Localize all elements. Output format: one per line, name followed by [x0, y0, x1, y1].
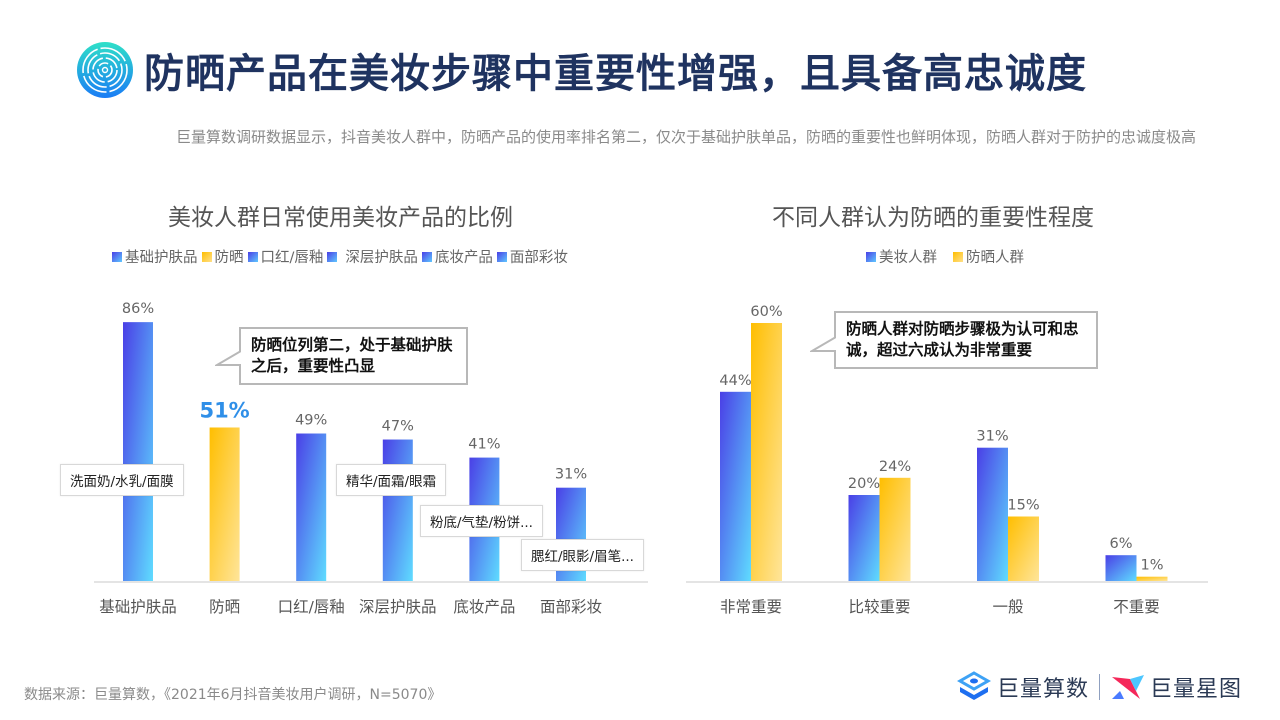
brand-divider	[1098, 674, 1100, 700]
legend-swatch-blue	[247, 251, 258, 262]
value-label: 20%	[848, 476, 880, 492]
legend-label: 深层护肤品	[345, 250, 418, 266]
left-bar-chart: 86% 基础护肤品 51% 防晒 49% 口红/唇釉 47% 深层护肤品 41% 底妆产品 31% 面…	[94, 301, 648, 616]
annotation-tag: 腮红/眼影/眉笔...	[521, 539, 644, 571]
x-tick-label: 面部彩妆	[540, 598, 602, 616]
legend-swatch-blue	[866, 251, 876, 262]
annotation-tag: 粉底/气垫/粉饼...	[420, 505, 543, 537]
legend-item: 防晒	[201, 246, 244, 267]
bar-防晒人群-比较重要	[879, 477, 911, 581]
value-label: 41%	[468, 437, 500, 453]
bar-防晒人群-不重要	[1136, 576, 1168, 581]
value-label: 47%	[382, 419, 414, 435]
x-tick-label: 基础护肤品	[99, 598, 177, 616]
bar-美妆人群-不重要	[1105, 555, 1137, 581]
legend-label: 基础护肤品	[125, 250, 198, 266]
left-callout-text: 防晒位列第二，处于基础护肤之后，重要性凸显	[251, 336, 453, 375]
legend-item: 口红/唇釉	[247, 246, 324, 267]
legend-label: 底妆产品	[434, 250, 493, 266]
right-bar-chart: 44% 60% 非常重要 20%24% 比较重要 31% 15% 一般 6% 1% 不重要	[686, 304, 1208, 616]
legend-item: 防晒人群	[953, 246, 1024, 267]
right-callout: 防晒人群对防晒步骤极为认可和忠诚，超过六成认为非常重要	[810, 311, 1098, 369]
legend-swatch-yellow	[201, 251, 212, 262]
value-label: 49%	[295, 413, 327, 429]
bar-美妆人群-比较重要	[848, 495, 880, 581]
right-callout-text: 防晒人群对防晒步骤极为认可和忠诚，超过六成认为非常重要	[846, 320, 1079, 359]
bar-基础护肤品	[123, 322, 153, 581]
value-label: 51%	[199, 398, 249, 422]
legend-item: 面部彩妆	[496, 246, 568, 267]
bar-防晒	[209, 427, 240, 581]
value-label: 6%	[1109, 536, 1132, 552]
page-title: 防晒产品在美妆步骤中重要性增强，且具备高忠诚度	[144, 51, 1087, 97]
x-tick-label: 底妆产品	[453, 598, 515, 616]
value-label: 31%	[976, 429, 1008, 445]
legend-item: 美妆人群	[866, 246, 937, 267]
legend-label: 防晒	[214, 250, 244, 266]
annotation-tag: 洗面奶/水乳/面膜	[60, 464, 184, 496]
legend-swatch-yellow	[953, 251, 963, 262]
title-row: 防晒产品在美妆步骤中重要性增强，且具备高忠诚度	[76, 40, 1087, 100]
bar-防晒人群-一般	[1008, 516, 1039, 581]
left-chart-legend: 基础护肤品 防晒 口红/唇釉 深层护肤品 底妆产品 面部彩妆	[112, 246, 572, 267]
x-tick-label: 不重要	[1113, 598, 1160, 616]
left-callout: 防晒位列第二，处于基础护肤之后，重要性凸显	[215, 327, 468, 385]
legend-swatch-blue	[421, 251, 432, 262]
value-label: 1%	[1140, 558, 1163, 574]
bar-口红/唇釉	[296, 433, 327, 581]
data-source: 数据来源：巨量算数，《2021年6月抖音美妆用户调研，N=5070》	[24, 687, 442, 703]
legend-item: 基础护肤品	[112, 246, 198, 267]
value-label: 60%	[750, 304, 782, 320]
legend-label: 美妆人群	[879, 250, 937, 266]
legend-swatch-blue	[327, 251, 338, 262]
legend-label: 面部彩妆	[509, 250, 568, 266]
bar-美妆人群-非常重要	[720, 391, 751, 581]
value-label: 86%	[122, 301, 154, 317]
suanshu-logo-icon	[956, 671, 991, 700]
value-label: 31%	[555, 467, 587, 483]
left-chart-title: 美妆人群日常使用美妆产品的比例	[168, 205, 513, 231]
legend-swatch-blue	[496, 251, 507, 262]
callout-tail-icon	[215, 350, 241, 366]
brand-xingtu: 巨量星图	[1149, 677, 1242, 702]
page-subtitle: 巨量算数调研数据显示，抖音美妆人群中，防晒产品的使用率排名第二，仅次于基础护肤单…	[175, 128, 1196, 146]
right-chart-legend: 美妆人群 防晒人群	[866, 246, 1028, 267]
legend-item: 底妆产品	[421, 246, 493, 267]
x-tick-label: 防晒	[209, 598, 240, 616]
annotation-tag: 精华/面霜/眼霜	[336, 464, 447, 496]
legend-label: 口红/唇釉	[260, 250, 324, 266]
concentric-circles-icon	[77, 42, 133, 98]
callout-tail-icon	[810, 336, 836, 352]
brand-suanshu: 巨量算数	[996, 677, 1089, 702]
bar-防晒人群-非常重要	[751, 323, 782, 581]
brand-logos: 巨量算数 巨量星图	[956, 670, 1242, 704]
x-tick-label: 口红/唇釉	[278, 598, 345, 616]
right-chart-title: 不同人群认为防晒的重要性程度	[772, 205, 1094, 231]
value-label: 24%	[879, 459, 911, 475]
legend-item: 深层护肤品	[327, 246, 418, 267]
bar-深层护肤品	[382, 439, 413, 581]
legend-label: 防晒人群	[966, 250, 1024, 266]
value-label: 44%	[719, 373, 751, 389]
legend-swatch-blue	[112, 251, 122, 262]
x-tick-label: 一般	[992, 598, 1023, 616]
x-tick-label: 比较重要	[848, 598, 910, 616]
x-tick-label: 深层护肤品	[359, 598, 437, 616]
x-tick-label: 非常重要	[720, 598, 782, 616]
value-label: 15%	[1007, 498, 1039, 514]
bar-美妆人群-一般	[977, 447, 1008, 581]
xingtu-logo-icon	[1111, 675, 1144, 699]
